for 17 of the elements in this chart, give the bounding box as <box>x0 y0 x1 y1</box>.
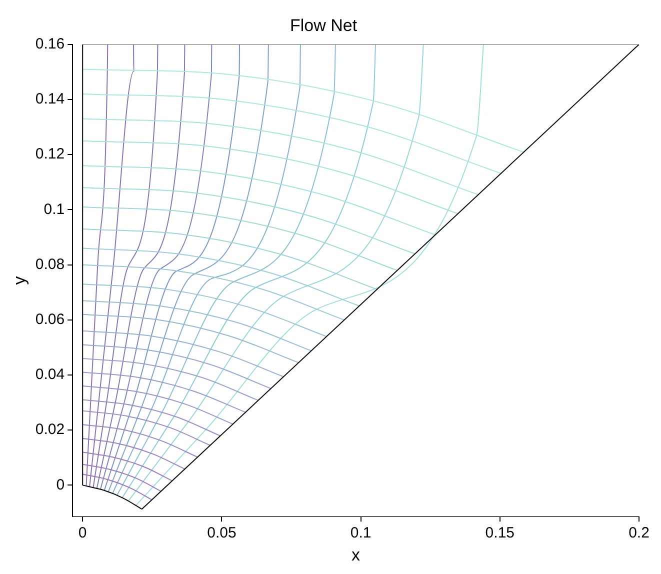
y-tick-label: 0.04 <box>35 366 65 384</box>
y-tick-label: 0.02 <box>35 421 65 438</box>
x-axis-title: x <box>352 545 361 564</box>
y-tick-label: 0.12 <box>35 146 65 163</box>
y-tick-label: 0.14 <box>35 90 65 108</box>
chart-title: Flow Net <box>290 16 358 35</box>
y-tick-label: 0.1 <box>44 200 65 218</box>
x-tick-label: 0.05 <box>207 524 236 542</box>
x-tick-label: 0.15 <box>485 524 515 542</box>
y-tick-label: 0.08 <box>35 256 65 273</box>
x-tick-label: 0.2 <box>628 524 650 542</box>
y-axis-title: y <box>10 276 29 285</box>
y-tick-label: 0.06 <box>35 311 65 328</box>
y-tick-label: 0 <box>56 476 65 494</box>
x-tick-label: 0.1 <box>350 524 372 542</box>
x-tick-label: 0 <box>78 524 87 542</box>
y-tick-label: 0.16 <box>35 36 65 53</box>
